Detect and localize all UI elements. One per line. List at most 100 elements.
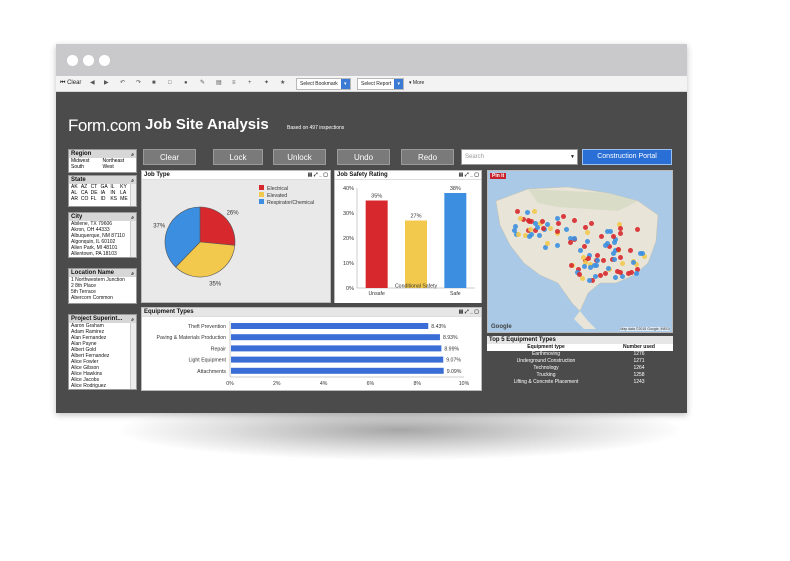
undo-icon[interactable]: ↶: [120, 80, 126, 86]
list-item[interactable]: Albert Gold: [71, 347, 97, 353]
map-marker[interactable]: [571, 236, 577, 242]
list-item[interactable]: 1 Northwestern Junction: [71, 277, 125, 283]
map-marker[interactable]: [618, 231, 624, 237]
list-item[interactable]: Midwest: [71, 158, 90, 164]
map-marker[interactable]: [578, 247, 584, 253]
list-item[interactable]: IL: [110, 184, 115, 190]
map-marker[interactable]: [634, 261, 640, 267]
clear-button[interactable]: Clear: [143, 149, 196, 165]
map-marker[interactable]: [629, 270, 635, 276]
map-marker[interactable]: [529, 232, 535, 238]
search-icon[interactable]: ⌕: [131, 317, 134, 323]
map-marker[interactable]: [568, 236, 574, 242]
map-marker[interactable]: [638, 250, 644, 256]
map-marker[interactable]: [601, 258, 607, 264]
search-icon[interactable]: ⌕: [131, 178, 134, 184]
pinterest-badge[interactable]: Pin it: [490, 173, 507, 179]
map-marker[interactable]: [524, 210, 530, 216]
redo-button[interactable]: Redo: [401, 149, 454, 165]
map-marker[interactable]: [618, 225, 624, 231]
map-marker[interactable]: [642, 254, 648, 260]
map-marker[interactable]: [545, 240, 551, 246]
map-marker[interactable]: [555, 228, 561, 234]
map-marker[interactable]: [606, 266, 612, 272]
map-marker[interactable]: [584, 229, 590, 235]
map-marker[interactable]: [515, 232, 521, 238]
list-item[interactable]: KS: [110, 196, 117, 202]
map-marker[interactable]: [613, 237, 619, 243]
list-item[interactable]: Albert Fernandez: [71, 353, 110, 359]
unlock-icon[interactable]: □: [168, 80, 172, 86]
state-scrollbar[interactable]: [130, 184, 136, 206]
map-marker[interactable]: [571, 217, 577, 223]
list-item[interactable]: Alice Gibson: [71, 365, 100, 371]
forward-icon[interactable]: ▶: [104, 80, 109, 86]
map-marker[interactable]: [585, 238, 591, 244]
city-scrollbar[interactable]: [130, 221, 136, 257]
map-marker[interactable]: [531, 209, 537, 215]
check-icon[interactable]: ●: [184, 80, 188, 86]
column-header[interactable]: Equipment type: [527, 344, 565, 350]
map-marker[interactable]: [544, 221, 550, 227]
construction-portal-button[interactable]: Construction Portal: [582, 149, 672, 165]
map-marker[interactable]: [526, 234, 532, 240]
list-item[interactable]: Abilene, TX 79606: [71, 221, 113, 227]
list-item[interactable]: CO: [80, 196, 89, 202]
star-icon[interactable]: ★: [280, 80, 286, 86]
back-icon[interactable]: ◀: [90, 80, 95, 86]
list-item[interactable]: ME: [120, 196, 128, 202]
list-item[interactable]: Allentown, PA 18103: [71, 251, 117, 257]
map-marker[interactable]: [580, 275, 586, 281]
table-row[interactable]: Earthmoving 1276: [487, 351, 673, 358]
map-marker[interactable]: [543, 244, 549, 250]
pencil-icon[interactable]: ✎: [200, 80, 206, 86]
map-marker[interactable]: [619, 273, 625, 279]
map-marker[interactable]: [528, 218, 534, 224]
list-item[interactable]: AK: [71, 184, 78, 190]
map-marker[interactable]: [633, 271, 639, 277]
add-icon[interactable]: +: [248, 80, 252, 86]
map-marker[interactable]: [627, 248, 633, 254]
map-marker[interactable]: [614, 269, 620, 275]
map-marker[interactable]: [586, 277, 592, 283]
us-map[interactable]: [488, 171, 672, 332]
supervisor-scrollbar[interactable]: [130, 323, 136, 389]
map-marker[interactable]: [585, 255, 591, 261]
list-item[interactable]: ID: [100, 196, 106, 202]
list-item[interactable]: IA: [100, 190, 106, 196]
list-item[interactable]: Albuquerque, NM 87110: [71, 233, 125, 239]
map-marker[interactable]: [587, 253, 593, 258]
map-marker[interactable]: [604, 229, 610, 235]
map-marker[interactable]: [610, 233, 616, 239]
search-icon[interactable]: ⌕: [131, 271, 134, 277]
list-item[interactable]: Alice Rodriguez: [71, 383, 107, 389]
list-item[interactable]: KY: [120, 184, 127, 190]
map-marker[interactable]: [534, 224, 540, 230]
map-marker[interactable]: [617, 222, 623, 228]
supervisor-listbox[interactable]: Project Superint... ⌕ Aaron Graham Adam R…: [68, 314, 137, 390]
map-marker[interactable]: [610, 251, 616, 257]
map-marker[interactable]: [618, 270, 624, 276]
lock-button[interactable]: Lock: [213, 149, 263, 165]
list-item[interactable]: Alan Payne: [71, 341, 97, 347]
map-marker[interactable]: [613, 274, 619, 280]
map-marker[interactable]: [603, 271, 609, 277]
list-icon[interactable]: ≡: [232, 80, 236, 86]
map-marker[interactable]: [620, 260, 626, 266]
map-marker[interactable]: [612, 256, 618, 262]
list-item[interactable]: DE: [90, 190, 98, 196]
list-item[interactable]: 2 8th Place: [71, 283, 97, 289]
map-marker[interactable]: [520, 217, 526, 223]
map-marker[interactable]: [512, 228, 518, 234]
map-marker[interactable]: [563, 227, 569, 233]
map-marker[interactable]: [527, 226, 533, 232]
map-marker[interactable]: [635, 227, 641, 233]
report-icon[interactable]: ▤: [216, 80, 222, 86]
redo-icon[interactable]: ↷: [136, 80, 142, 86]
map-marker[interactable]: [583, 224, 589, 230]
list-item[interactable]: LA: [120, 190, 127, 196]
location-listbox[interactable]: Location Name ⌕ 1 Northwestern Junction 2…: [68, 268, 137, 304]
panel-tools-icon[interactable]: ▤ ⤢ _ ▢: [458, 309, 479, 315]
list-item[interactable]: 5th Terrace: [71, 289, 96, 295]
map-marker[interactable]: [576, 266, 581, 272]
